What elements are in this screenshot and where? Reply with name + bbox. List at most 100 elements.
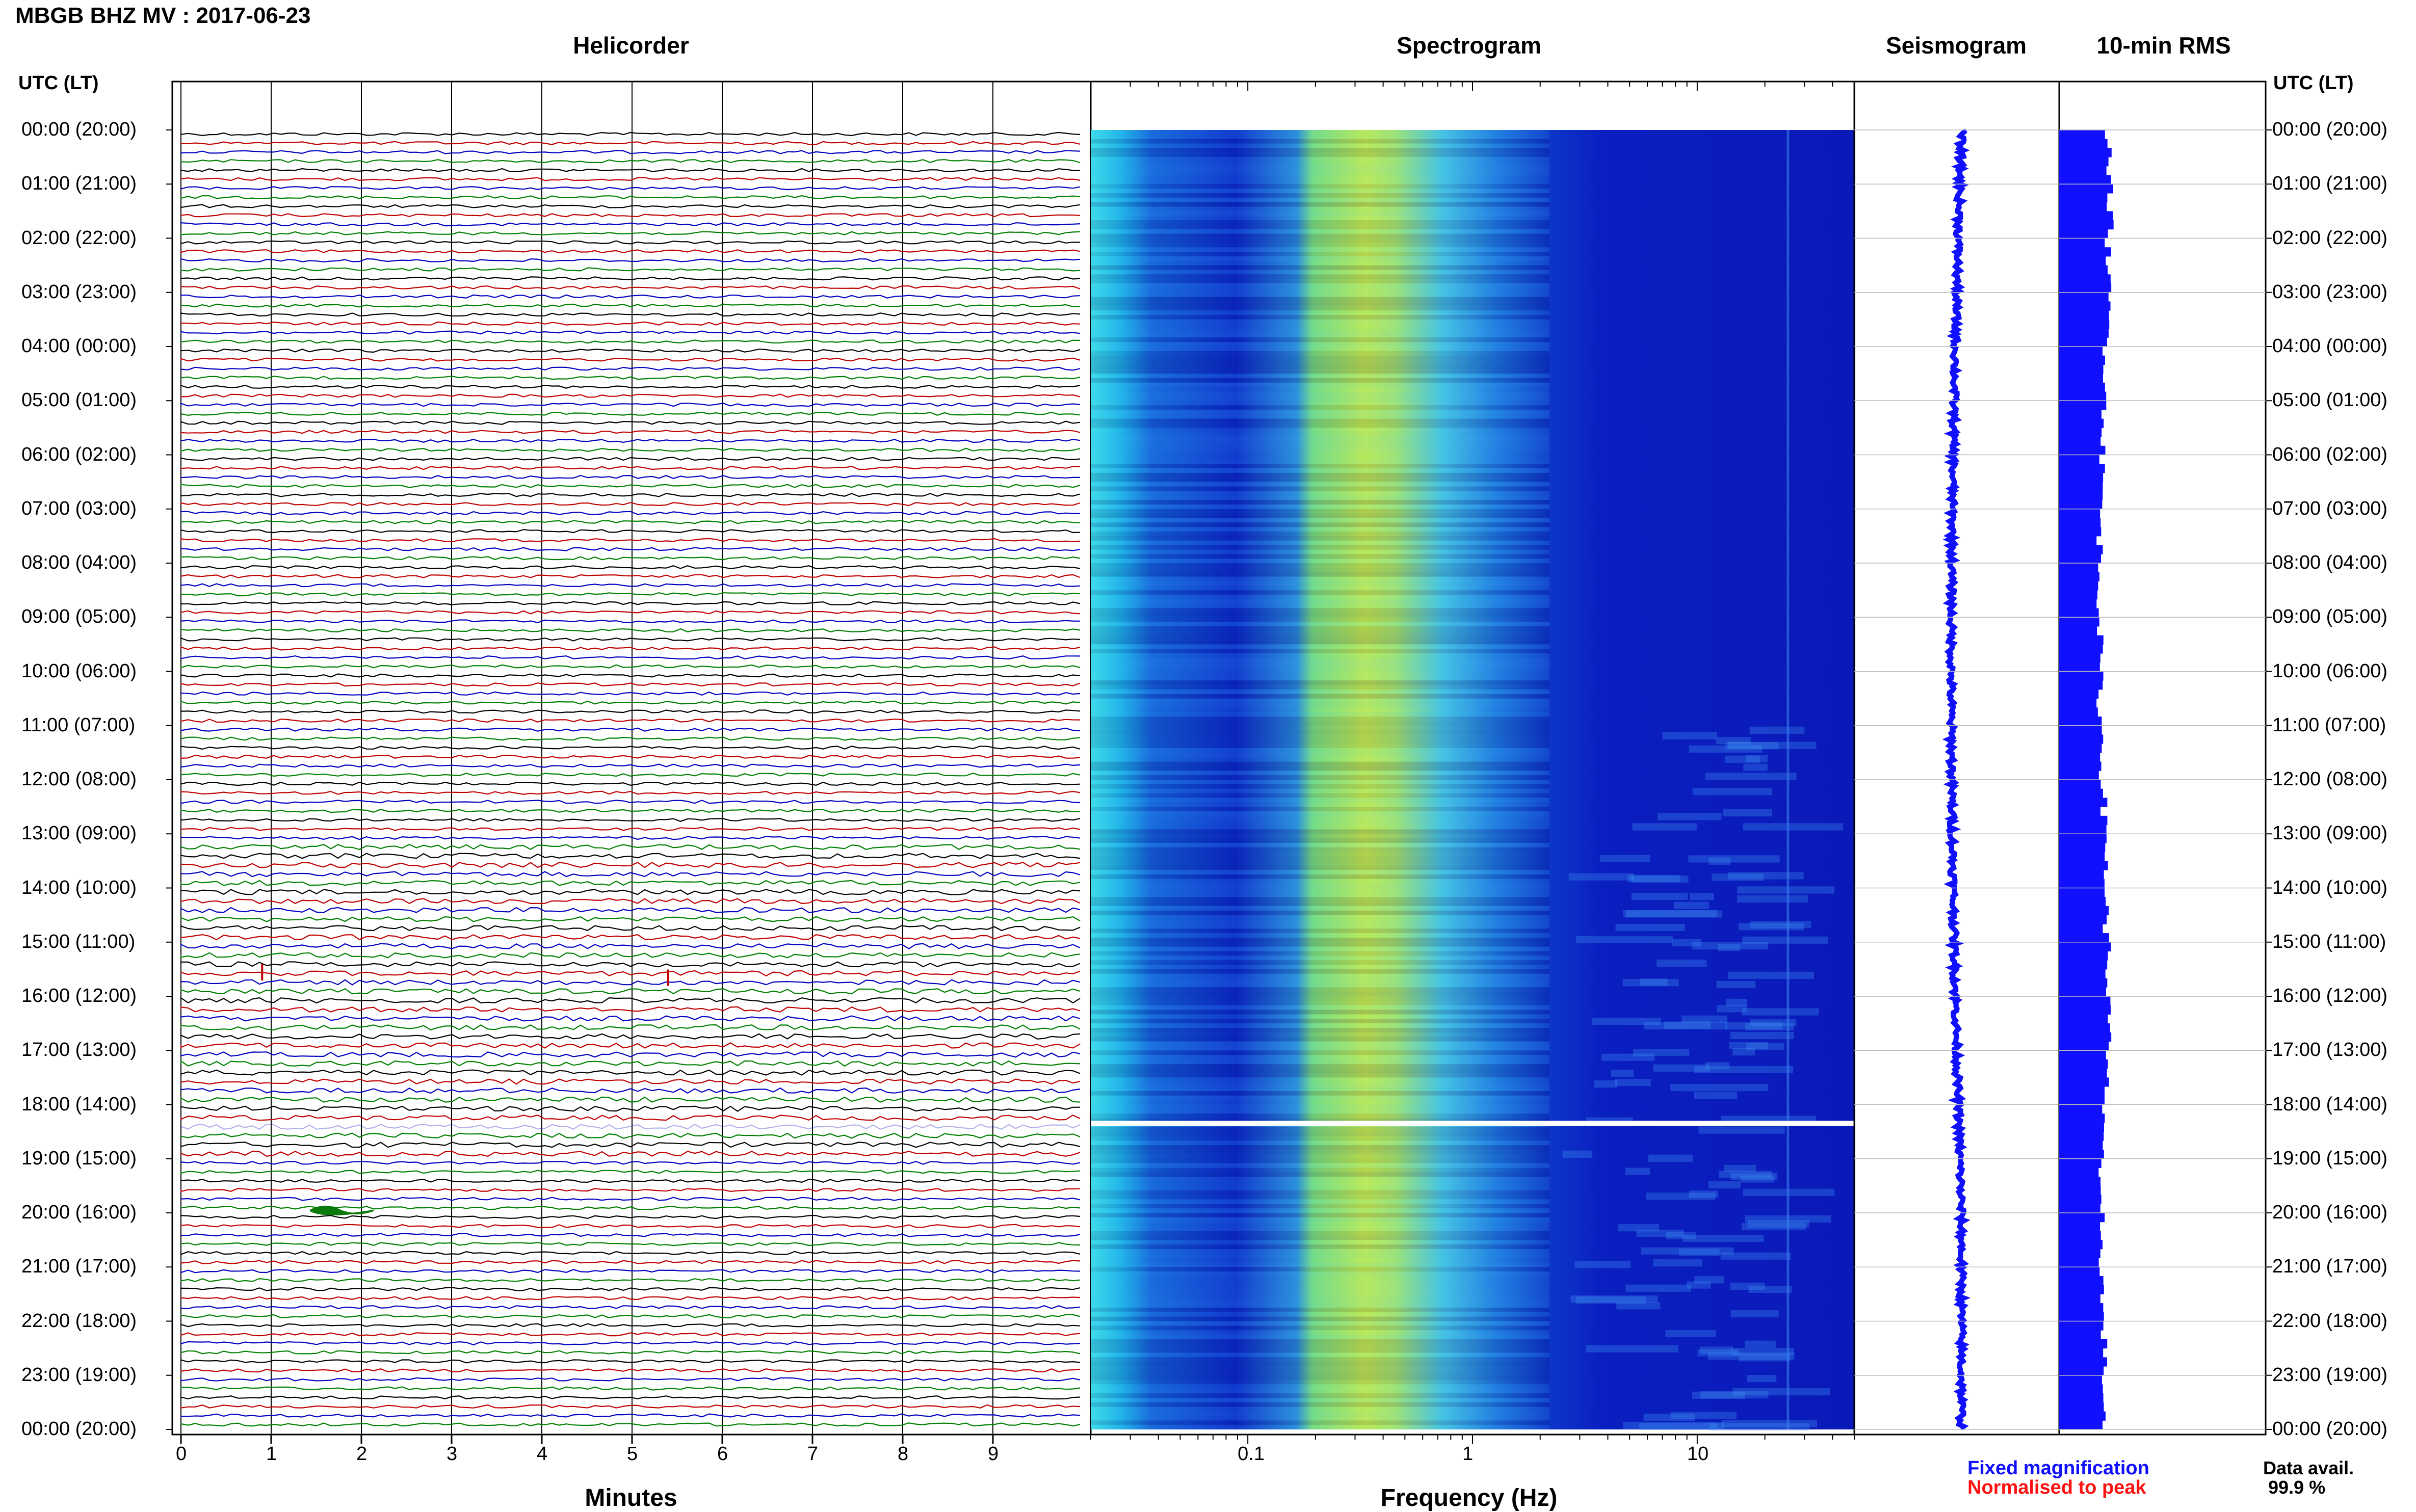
spectrogram-band <box>1091 445 1550 450</box>
rms-bar <box>2059 1032 2112 1042</box>
spectrogram-band <box>1091 644 1550 649</box>
rms-bar <box>2059 996 2111 1006</box>
spectrogram-band <box>1091 477 1550 482</box>
helicorder-trace <box>180 943 1081 949</box>
spectrogram-noise-patch <box>1732 1388 1830 1396</box>
spectrogram-noise-patch <box>1586 1345 1678 1352</box>
time-label-left: 09:00 (05:00) <box>21 606 137 628</box>
helicorder-trace <box>180 916 1081 922</box>
helicorder-trace <box>180 673 1081 678</box>
helicorder-trace <box>180 249 1081 254</box>
spectrogram-band <box>1091 1370 1550 1375</box>
spectrogram-band <box>1091 1181 1550 1186</box>
rms-bar <box>2059 382 2105 392</box>
spectrogram-noise-patch <box>1747 1220 1809 1228</box>
spectrogram-band <box>1091 1280 1550 1285</box>
helicorder-trace <box>180 204 1081 208</box>
spectrogram-band <box>1091 793 1550 798</box>
spectrogram-noise-patch <box>1658 813 1722 820</box>
helicorder-trace <box>180 366 1081 371</box>
spectrogram-band <box>1091 1204 1550 1209</box>
helicorder-trace <box>180 1323 1081 1328</box>
spectrogram-band <box>1091 211 1550 216</box>
spectrogram-band <box>1091 1077 1550 1082</box>
spectrogram-band <box>1091 161 1550 166</box>
helicorder-trace <box>180 222 1081 227</box>
helicorder-trace <box>180 565 1081 570</box>
spectrogram-band <box>1091 956 1550 961</box>
spectrogram-band <box>1091 1109 1550 1114</box>
spectrogram-band <box>1091 883 1550 888</box>
data-availability-value: 99.9 % <box>2268 1477 2326 1498</box>
helicorder-trace <box>180 1006 1081 1013</box>
helicorder-trace <box>180 1078 1081 1085</box>
helicorder-trace <box>180 682 1081 687</box>
helicorder-trace <box>180 1422 1081 1427</box>
helicorder-trace <box>180 827 1081 831</box>
spectrogram-band <box>1091 554 1550 559</box>
spectrogram-band <box>1091 130 1550 135</box>
spectrogram-band <box>1091 495 1550 500</box>
spectrogram-noise-patch <box>1623 910 1717 918</box>
spectrogram-band <box>1091 464 1550 469</box>
rms-bar <box>2059 1375 2102 1385</box>
spectrogram-noise-patch <box>1745 755 1768 763</box>
helicorder-trace <box>180 763 1081 768</box>
rms-bar <box>2059 1158 2102 1168</box>
time-label-right: 13:00 (09:00) <box>2272 823 2388 844</box>
spectrogram-band <box>1091 1276 1550 1281</box>
helicorder-trace <box>180 1368 1081 1373</box>
spectrogram-band <box>1091 414 1550 419</box>
spectrogram-noise-patch <box>1575 1296 1646 1304</box>
helicorder-trace <box>180 843 1081 851</box>
spectrogram-noise-patch <box>1640 978 1668 986</box>
helicorder-trace <box>180 375 1081 380</box>
spectrogram-band <box>1091 973 1550 978</box>
rms-bar <box>2059 933 2109 943</box>
helicorder-trace <box>180 862 1081 868</box>
rms-bar <box>2059 1348 2104 1358</box>
spectrogram-band <box>1091 157 1550 162</box>
spectrogram-band <box>1091 1262 1550 1267</box>
spectrogram-band <box>1091 712 1550 717</box>
rms-bar <box>2059 455 2099 464</box>
spectrogram-band <box>1091 572 1550 577</box>
rms-bar <box>2059 509 2100 518</box>
spectrogram-noise-patch <box>1657 959 1707 967</box>
rms-bar <box>2059 1330 2101 1340</box>
rms-bar <box>2059 1059 2108 1069</box>
spectrogram-noise-patch <box>1698 1126 1785 1134</box>
helicorder-trace <box>180 610 1081 615</box>
helicorder-trace <box>180 357 1081 362</box>
rms-bar <box>2059 445 2106 455</box>
rms-bar <box>2059 1366 2104 1376</box>
helicorder-trace <box>180 141 1081 145</box>
spectrogram-noise-patch <box>1644 1022 1727 1030</box>
time-label-right: 20:00 (16:00) <box>2272 1202 2388 1223</box>
rms-bar <box>2059 1402 2104 1412</box>
rms-bar <box>2059 707 2098 717</box>
spectrogram-band <box>1091 829 1550 834</box>
spectrogram-band <box>1091 504 1550 509</box>
helicorder-trace <box>180 294 1081 299</box>
spectrogram-noise-patch <box>1743 763 1768 771</box>
rms-bar <box>2059 409 2102 419</box>
spectrogram-band <box>1091 364 1550 369</box>
spectrogram-band <box>1091 856 1550 861</box>
spectrogram-band <box>1091 879 1550 884</box>
time-label-right: 02:00 (22:00) <box>2272 227 2388 249</box>
spectrogram-band <box>1091 418 1550 423</box>
helicorder-trace <box>180 1069 1081 1076</box>
time-label-left: 00:00 (20:00) <box>21 1418 137 1440</box>
spectrogram-band <box>1091 1041 1550 1046</box>
spectrogram-band <box>1091 960 1550 965</box>
rms-bar <box>2059 347 2103 356</box>
spectrogram-noise-patch <box>1712 873 1764 881</box>
rms-bar <box>2059 951 2108 961</box>
spectrogram-band <box>1091 220 1550 225</box>
helicorder-trace <box>180 1359 1081 1364</box>
time-label-left: 08:00 (04:00) <box>21 552 137 573</box>
helicorder-trace <box>180 1033 1081 1040</box>
helicorder-trace <box>180 1413 1081 1418</box>
rms-bar <box>2059 193 2108 203</box>
